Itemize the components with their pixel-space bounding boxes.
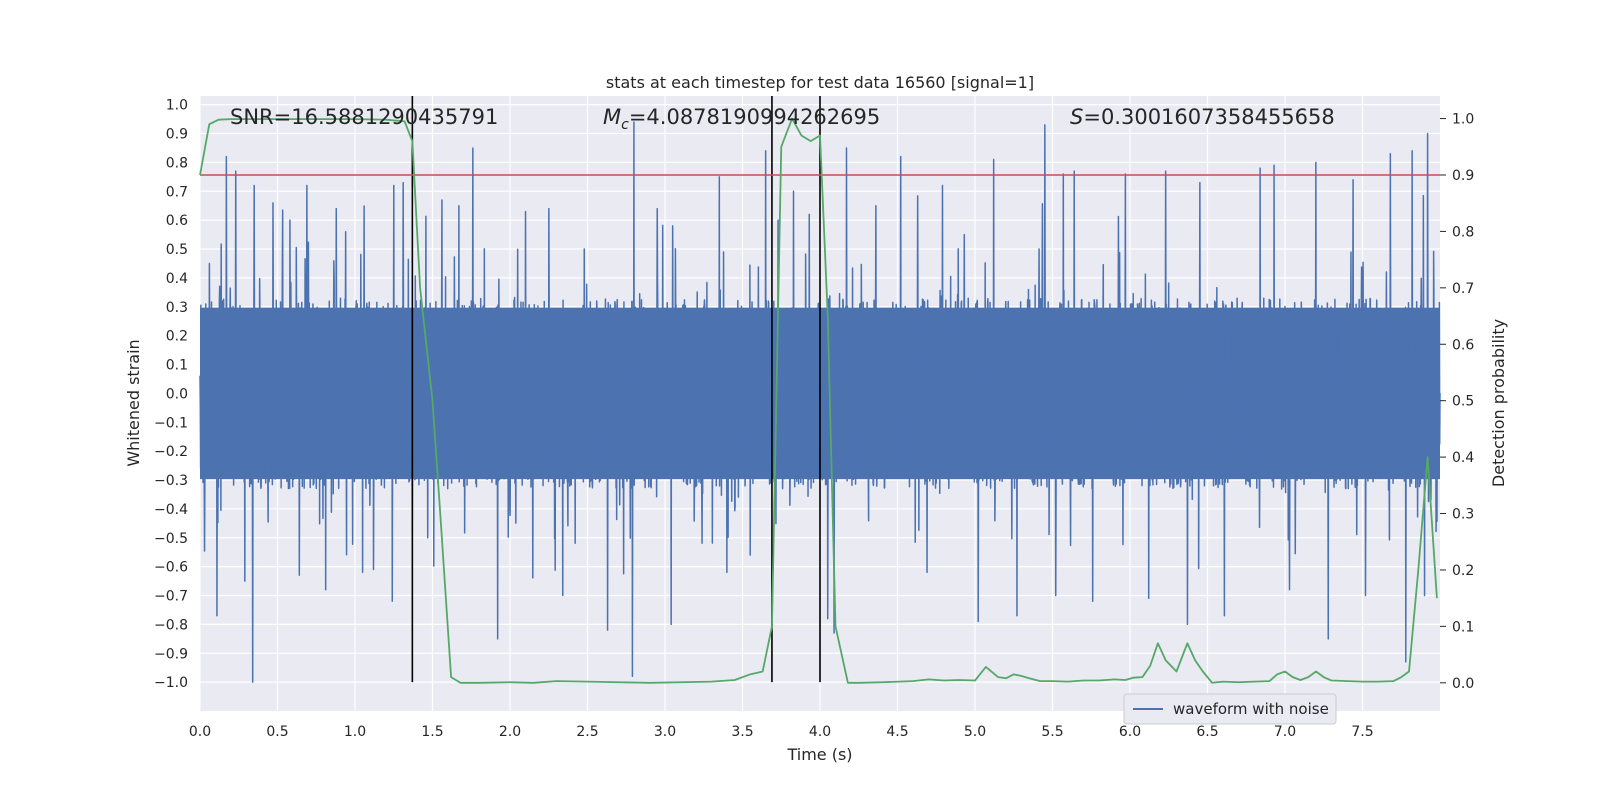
left-y-tick-label: −0.7 (154, 589, 188, 605)
x-tick-label: 3.5 (731, 724, 753, 740)
right-y-tick-label: 0.6 (1452, 337, 1474, 353)
chirp-mass-value: =4.0878190994262695 (629, 105, 880, 129)
left-y-axis-ticks: 1.0 0.9 0.8 0.7 0.6 0.5 0.4 0.3 0.2 0.1 0.0 −0.1 −0.… (154, 98, 188, 691)
right-y-tick-label: 0.2 (1452, 563, 1474, 579)
x-axis-ticks: 0.0 0.5 1.0 1.5 2.0 2.5 3.0 3.5 4.0 4.5 5.0 5.5 6.0 6… (189, 724, 1374, 740)
left-y-tick-label: −0.4 (154, 502, 188, 518)
spin-annotation: S=0.3001607358455658 (1070, 105, 1335, 129)
x-axis-label: Time (s) (786, 745, 852, 764)
chirp-mass-subscript: c (621, 117, 629, 133)
left-y-tick-label: 0.8 (166, 155, 188, 171)
right-y-tick-label: 0.1 (1452, 619, 1474, 635)
left-y-tick-label: 0.0 (166, 386, 188, 402)
left-y-axis-label: Whitened strain (124, 339, 143, 466)
x-tick-label: 6.5 (1196, 724, 1218, 740)
left-y-tick-label: −0.8 (154, 617, 188, 633)
right-y-tick-label: 0.0 (1452, 676, 1474, 692)
x-tick-label: 5.5 (1041, 724, 1063, 740)
left-y-tick-label: −1.0 (154, 675, 188, 691)
left-y-tick-label: 1.0 (166, 98, 188, 114)
left-y-tick-label: 0.3 (166, 300, 188, 316)
detection-probability-line (199, 117, 1438, 684)
x-tick-label: 4.0 (809, 724, 831, 740)
x-tick-label: 6.0 (1119, 724, 1141, 740)
x-tick-label: 0.5 (266, 724, 288, 740)
x-tick-label: 4.5 (886, 724, 908, 740)
left-y-tick-label: −0.1 (154, 415, 188, 431)
probability-series (199, 117, 1438, 684)
x-tick-label: 2.0 (499, 724, 521, 740)
right-y-tick-label: 1.0 (1452, 112, 1474, 128)
left-y-tick-label: −0.3 (154, 473, 188, 489)
x-tick-label: 7.5 (1351, 724, 1373, 740)
left-y-tick-label: −0.2 (154, 444, 188, 460)
left-y-tick-label: 0.1 (166, 358, 188, 374)
right-y-tick-label: 0.5 (1452, 394, 1474, 410)
x-tick-label: 0.0 (189, 724, 211, 740)
x-tick-label: 1.5 (421, 724, 443, 740)
spin-symbol: S (1070, 105, 1083, 129)
x-tick-label: 1.0 (344, 724, 366, 740)
right-y-axis-label: Detection probability (1489, 319, 1508, 487)
left-y-tick-label: 0.2 (166, 329, 188, 345)
left-y-tick-label: −0.9 (154, 646, 188, 662)
left-y-tick-label: −0.6 (154, 560, 188, 576)
right-y-tick-label: 0.3 (1452, 507, 1474, 523)
legend-box (1123, 693, 1337, 725)
snr-annotation: SNR=16.5881290435791 (230, 105, 498, 129)
right-y-tick-label: 0.8 (1452, 224, 1474, 240)
right-y-tick-label: 0.4 (1452, 450, 1474, 466)
left-y-tick-label: −0.5 (154, 531, 188, 547)
left-y-tick-label: 0.4 (166, 271, 188, 287)
chart-title: stats at each timestep for test data 165… (606, 73, 1034, 92)
legend-label: waveform with noise (1173, 700, 1329, 718)
x-tick-label: 2.5 (576, 724, 598, 740)
x-tick-label: 5.0 (964, 724, 986, 740)
x-tick-label: 7.0 (1274, 724, 1296, 740)
left-y-tick-label: 0.9 (166, 127, 188, 143)
right-y-tick-label: 0.7 (1452, 281, 1474, 297)
chirp-mass-symbol: M (603, 105, 621, 129)
left-y-tick-label: 0.6 (166, 213, 188, 229)
legend: waveform with noise (1123, 693, 1337, 725)
x-tick-label: 3.0 (654, 724, 676, 740)
chirp-mass-annotation: Mc=4.0878190994262695 (603, 105, 880, 133)
right-y-tick-label: 0.9 (1452, 168, 1474, 184)
right-y-axis-ticks: 1.0 0.9 0.8 0.7 0.6 0.5 0.4 0.3 0.2 0.1 0.0 (1440, 112, 1474, 692)
left-y-tick-label: 0.5 (166, 242, 188, 258)
left-y-tick-label: 0.7 (166, 184, 188, 200)
spin-value: =0.3001607358455658 (1083, 105, 1334, 129)
